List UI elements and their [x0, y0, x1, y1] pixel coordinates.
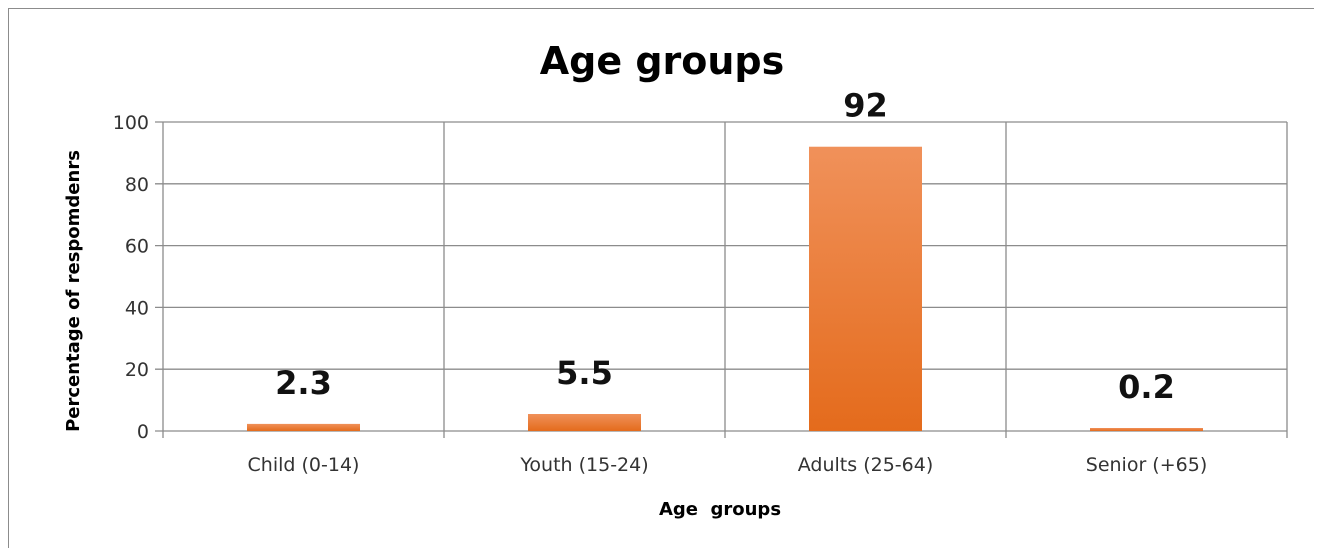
bars	[247, 146, 1203, 431]
x-tick-label: Adults (25-64)	[798, 454, 933, 476]
bar	[247, 423, 360, 431]
y-axis-title: Percentage of respomdenrs	[63, 150, 84, 432]
chart-title: Age groups	[540, 39, 785, 83]
y-tick-label: 0	[137, 421, 149, 443]
data-label: 5.5	[556, 354, 613, 392]
data-labels: 2.3 5.5 92 0.2	[275, 87, 1175, 406]
data-label: 0.2	[1118, 368, 1175, 406]
x-tick-label: Senior (+65)	[1086, 454, 1207, 476]
bar	[528, 414, 641, 431]
chart-frame	[8, 8, 1314, 548]
y-tick-label: 40	[125, 297, 149, 319]
x-tick-label: Child (0-14)	[248, 454, 360, 476]
bar	[1090, 428, 1203, 431]
y-tick-label: 100	[113, 112, 149, 134]
y-tick-label: 60	[125, 236, 149, 258]
y-axis-ticks: 0 20 40 60 80 100	[113, 112, 149, 443]
data-label: 2.3	[275, 364, 332, 402]
x-axis-title: Age groups	[659, 499, 781, 520]
y-tick-label: 20	[125, 359, 149, 381]
y-tick-label: 80	[125, 174, 149, 196]
x-tick-label: Youth (15-24)	[519, 454, 648, 476]
data-label: 92	[843, 87, 888, 125]
x-axis-ticks: Child (0-14) Youth (15-24) Adults (25-64) S…	[248, 454, 1208, 476]
bar	[809, 146, 922, 431]
